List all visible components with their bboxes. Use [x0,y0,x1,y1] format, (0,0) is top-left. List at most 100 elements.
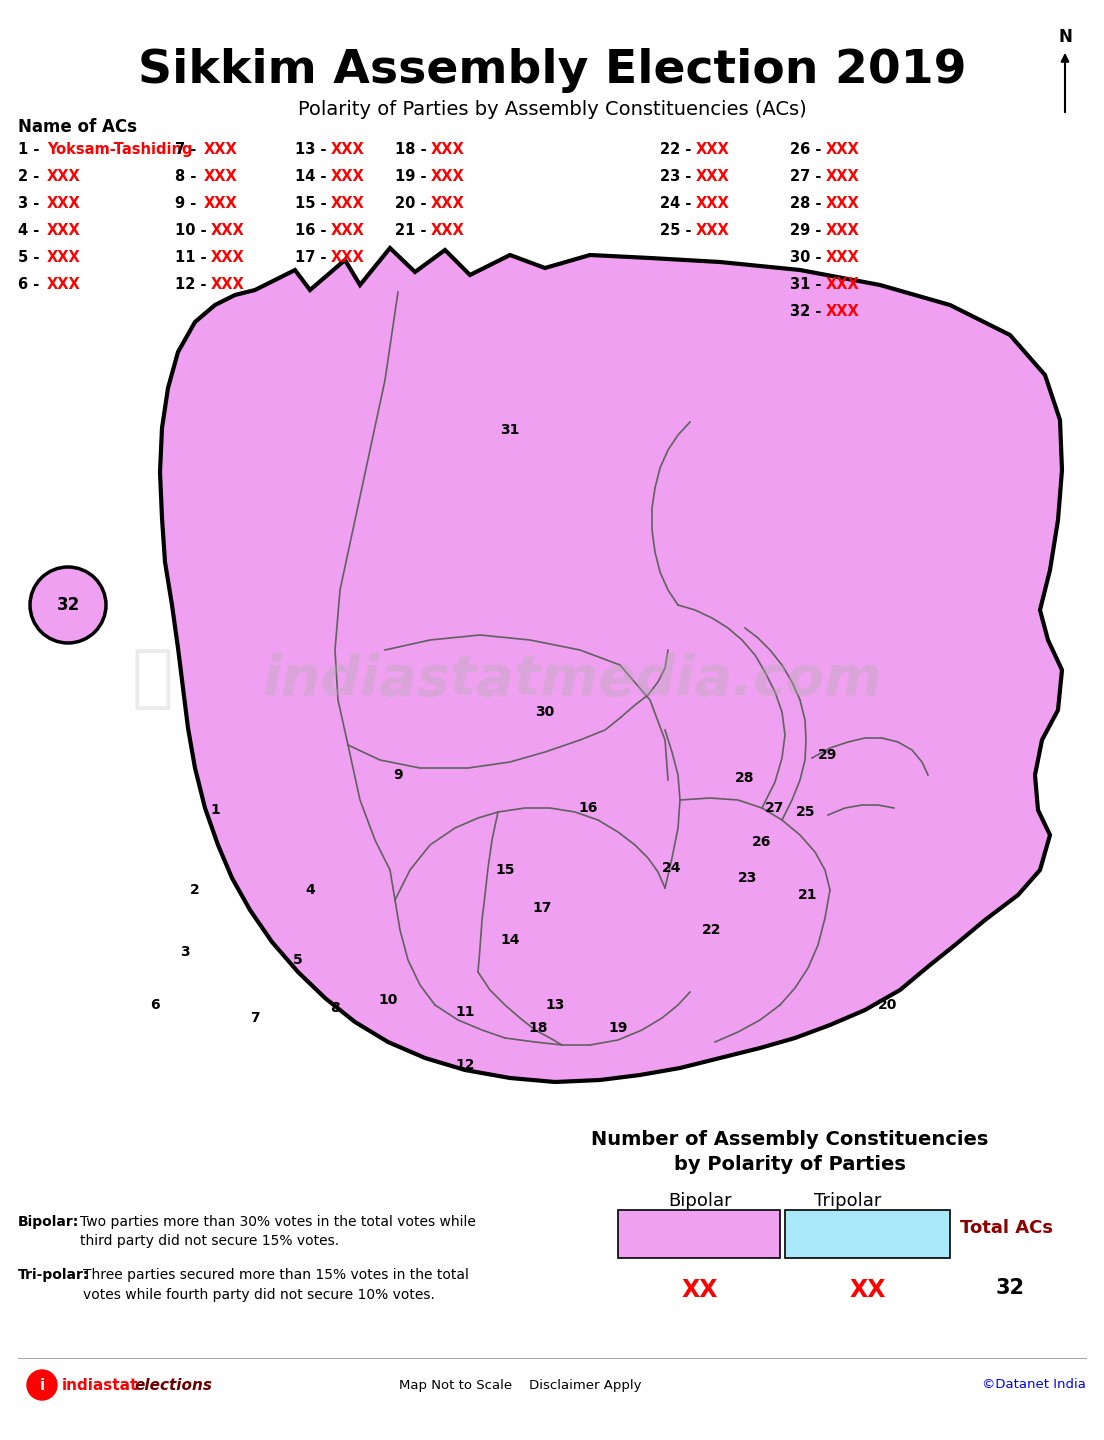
Text: XXX: XXX [431,223,465,238]
Text: 20: 20 [879,998,898,1012]
Text: Polarity of Parties by Assembly Constituencies (ACs): Polarity of Parties by Assembly Constitu… [298,99,806,120]
Text: ©Datanet India: ©Datanet India [983,1378,1086,1391]
Text: Tri-polar:: Tri-polar: [18,1269,89,1282]
Text: 22: 22 [702,923,722,937]
Text: 21: 21 [798,888,818,901]
Text: Sikkim Assembly Election 2019: Sikkim Assembly Election 2019 [138,48,966,94]
Text: 18 -: 18 - [395,143,432,157]
Text: XXX: XXX [696,143,730,157]
Text: 13: 13 [545,998,564,1012]
Text: XXX: XXX [696,196,730,212]
Text: XX: XX [682,1279,719,1302]
Text: 11: 11 [455,1005,475,1020]
Text: XXX: XXX [331,251,364,265]
Text: 31: 31 [500,423,520,436]
Text: 5 -: 5 - [18,251,44,265]
Text: 8: 8 [330,1001,340,1015]
Text: 29: 29 [818,747,838,762]
Text: 31 -: 31 - [790,276,827,292]
Text: XXX: XXX [204,143,237,157]
Text: XXX: XXX [826,223,860,238]
Text: 19: 19 [608,1021,628,1035]
Text: XXX: XXX [431,196,465,212]
Text: 12 -: 12 - [176,276,212,292]
Text: 15 -: 15 - [295,196,331,212]
Text: XXX: XXX [431,168,465,184]
Text: N: N [1058,27,1072,46]
Text: 4 -: 4 - [18,223,44,238]
Text: 24 -: 24 - [660,196,697,212]
Text: 10: 10 [379,994,397,1007]
Text: 27: 27 [765,801,785,815]
Text: XXX: XXX [826,168,860,184]
Text: XXX: XXX [211,223,245,238]
Text: 25 -: 25 - [660,223,697,238]
Text: 3: 3 [180,945,190,959]
Text: 15: 15 [496,863,514,877]
Text: XXX: XXX [331,168,364,184]
Text: XXX: XXX [826,304,860,320]
Text: 11 -: 11 - [176,251,212,265]
Text: 25: 25 [796,805,816,819]
Text: 32: 32 [56,596,79,613]
Text: 32: 32 [996,1279,1025,1297]
Text: Tripolar: Tripolar [815,1192,882,1210]
Text: XXX: XXX [46,276,81,292]
Circle shape [30,567,106,644]
Text: Name of ACs: Name of ACs [18,118,137,135]
Text: XXX: XXX [826,143,860,157]
Text: XXX: XXX [826,196,860,212]
Text: XXX: XXX [826,276,860,292]
Text: 2 -: 2 - [18,168,44,184]
Text: 1 -: 1 - [18,143,44,157]
Text: XXX: XXX [211,251,245,265]
Polygon shape [618,1210,781,1259]
Text: XXX: XXX [46,168,81,184]
Text: 12: 12 [455,1058,475,1071]
Text: ⓘ: ⓘ [131,645,173,711]
Text: 13 -: 13 - [295,143,331,157]
Text: 22 -: 22 - [660,143,697,157]
Text: 28 -: 28 - [790,196,827,212]
Text: Three parties secured more than 15% votes in the total
votes while fourth party : Three parties secured more than 15% vote… [83,1269,469,1302]
Text: 32 -: 32 - [790,304,827,320]
Polygon shape [785,1210,951,1259]
Text: 3 -: 3 - [18,196,44,212]
Text: XXX: XXX [204,196,237,212]
Text: 30: 30 [535,706,554,719]
Text: 19 -: 19 - [395,168,432,184]
Text: XXX: XXX [46,251,81,265]
Text: 27 -: 27 - [790,168,827,184]
Text: XXX: XXX [431,143,465,157]
Text: i: i [40,1378,44,1392]
Text: 21 -: 21 - [395,223,432,238]
Text: XXX: XXX [46,223,81,238]
Text: 8 -: 8 - [176,168,202,184]
Text: 16 -: 16 - [295,223,331,238]
Text: 4: 4 [305,883,315,897]
Text: 9 -: 9 - [176,196,201,212]
Text: 14 -: 14 - [295,168,331,184]
Text: 14: 14 [500,933,520,948]
Text: 23 -: 23 - [660,168,697,184]
Text: 23: 23 [739,871,757,886]
Text: XXX: XXX [696,168,730,184]
Text: 2: 2 [190,883,200,897]
Text: 6: 6 [150,998,160,1012]
Text: 29 -: 29 - [790,223,827,238]
Text: XXX: XXX [331,196,364,212]
Text: 10 -: 10 - [176,223,212,238]
Text: Bipolar: Bipolar [668,1192,732,1210]
Text: by Polarity of Parties: by Polarity of Parties [675,1155,906,1174]
Text: 20 -: 20 - [395,196,432,212]
Text: XXX: XXX [211,276,245,292]
Text: 16: 16 [578,801,597,815]
Text: 17 -: 17 - [295,251,331,265]
Text: Number of Assembly Constituencies: Number of Assembly Constituencies [592,1130,989,1149]
Polygon shape [160,248,1062,1081]
Text: Bipolar:: Bipolar: [18,1215,79,1228]
Text: 26 -: 26 - [790,143,827,157]
Text: 1: 1 [210,804,220,816]
Text: 9: 9 [393,768,403,782]
Text: Total ACs: Total ACs [960,1220,1053,1237]
